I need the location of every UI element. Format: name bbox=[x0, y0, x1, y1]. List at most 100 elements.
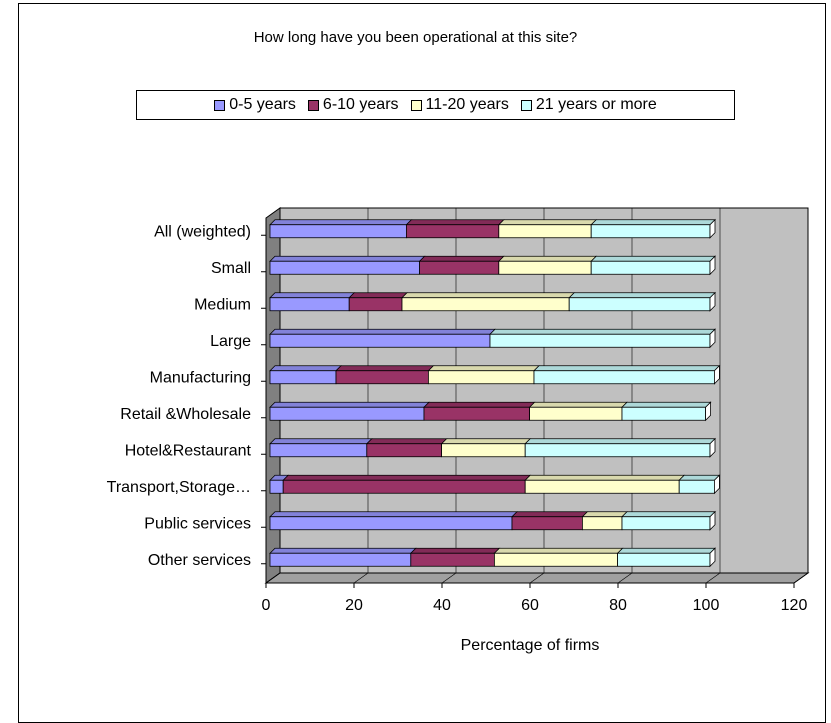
bar-segment bbox=[621, 516, 711, 531]
bar-segment bbox=[617, 552, 711, 567]
x-axis-label: Percentage of firms bbox=[461, 637, 600, 654]
bar-top-face bbox=[269, 219, 413, 226]
bar-top-face bbox=[269, 547, 417, 554]
bar-top-face bbox=[528, 401, 628, 408]
legend-item-11-20-years: 11-20 years bbox=[410, 96, 509, 114]
chart-title: How long have you been operational at th… bbox=[253, 29, 578, 46]
bar-segment bbox=[335, 370, 429, 385]
y-category-label: Medium bbox=[194, 296, 251, 313]
chart-legend: 0-5 years 6-10 years 11-20 years 21 year… bbox=[136, 90, 735, 120]
bar-top-face bbox=[269, 328, 496, 335]
bar-segment bbox=[410, 552, 495, 567]
bar-segment bbox=[348, 297, 403, 312]
y-category-label: Large bbox=[210, 333, 251, 350]
bar-segment bbox=[590, 260, 711, 275]
y-category-label: Manufacturing bbox=[150, 369, 251, 386]
bar-end-face bbox=[709, 437, 716, 458]
bar-segment bbox=[427, 370, 535, 385]
bar-top-face bbox=[409, 547, 501, 554]
bar-segment bbox=[498, 224, 592, 239]
legend-swatch bbox=[520, 99, 532, 111]
bar-segment bbox=[498, 260, 592, 275]
x-tick-label: 100 bbox=[693, 597, 720, 614]
bar-top-face bbox=[678, 474, 721, 481]
x-tick-label: 40 bbox=[433, 597, 451, 614]
bar-segment bbox=[423, 406, 530, 421]
bar-top-face bbox=[401, 292, 576, 299]
floor-gridline bbox=[529, 572, 545, 584]
bar-top-face bbox=[405, 219, 505, 226]
bar-top-face bbox=[269, 292, 356, 299]
bar-top-face bbox=[269, 255, 426, 262]
bar-top-face bbox=[269, 511, 518, 518]
bar-top-face bbox=[348, 292, 408, 299]
bar-end-face bbox=[709, 255, 716, 276]
y-category-label: Retail &Wholesale bbox=[120, 406, 251, 423]
bar-segment bbox=[419, 260, 500, 275]
y-category-label: Public services bbox=[144, 515, 251, 532]
floor-gridline bbox=[441, 572, 457, 584]
bar-segment bbox=[511, 516, 583, 531]
bar-segment bbox=[269, 406, 425, 421]
bar-top-face bbox=[497, 219, 598, 226]
bar-top-face bbox=[269, 365, 342, 372]
bar-segment bbox=[269, 443, 368, 458]
legend-swatch bbox=[410, 99, 422, 111]
legend-label: 21 years or more bbox=[535, 96, 657, 113]
floor-gridline bbox=[617, 572, 633, 584]
bar-top-face bbox=[493, 547, 624, 554]
bar-segment bbox=[282, 479, 526, 494]
bar-top-face bbox=[427, 365, 540, 372]
bar-top-face bbox=[440, 438, 532, 445]
bar-segment bbox=[269, 552, 412, 567]
bar-segment bbox=[269, 260, 421, 275]
x-tick-label: 120 bbox=[781, 597, 808, 614]
y-category-label: Small bbox=[211, 260, 251, 277]
legend-label: 11-20 years bbox=[425, 96, 509, 113]
bar-segment bbox=[269, 297, 350, 312]
bar-top-face bbox=[418, 255, 505, 262]
legend-swatch bbox=[307, 99, 319, 111]
bar-top-face bbox=[365, 438, 448, 445]
bar-top-face bbox=[423, 401, 536, 408]
legend-label: 6-10 years bbox=[322, 96, 399, 113]
bar-top-face bbox=[269, 401, 430, 408]
x-tick-label: 80 bbox=[609, 597, 627, 614]
bar-end-face bbox=[709, 547, 716, 568]
bar-top-face bbox=[568, 292, 716, 299]
bar-segment bbox=[493, 552, 618, 567]
floor-gridline bbox=[353, 572, 369, 584]
bar-segment bbox=[529, 406, 623, 421]
y-category-label: Other services bbox=[148, 552, 251, 569]
floor-gridline bbox=[265, 572, 281, 584]
x-tick-label: 60 bbox=[521, 597, 539, 614]
bar-segment bbox=[269, 333, 491, 348]
bar-top-face bbox=[590, 255, 716, 262]
bar-segment bbox=[269, 224, 407, 239]
bar-end-face bbox=[709, 510, 716, 531]
bar-segment bbox=[533, 370, 715, 385]
bar-end-face bbox=[714, 364, 720, 385]
bar-segment bbox=[366, 443, 442, 458]
bar-segment bbox=[489, 333, 711, 348]
legend-swatch bbox=[214, 99, 226, 111]
bar-segment bbox=[582, 516, 623, 531]
bar-segment bbox=[568, 297, 711, 312]
bar-segment bbox=[441, 443, 526, 458]
bar-segment bbox=[269, 479, 284, 494]
bar-top-face bbox=[489, 328, 716, 335]
bar-top-face bbox=[533, 365, 721, 372]
bar-top-face bbox=[269, 438, 373, 445]
legend-item-6-10-years: 6-10 years bbox=[307, 96, 399, 114]
bar-top-face bbox=[621, 511, 716, 518]
y-category-label: All (weighted) bbox=[154, 223, 251, 240]
bar-segment bbox=[678, 479, 715, 494]
legend-item-0-5-years: 0-5 years bbox=[214, 96, 296, 114]
bar-top-face bbox=[581, 511, 628, 518]
x-tick-label: 20 bbox=[345, 597, 363, 614]
bar-top-face bbox=[524, 474, 686, 481]
bar-top-face bbox=[524, 438, 716, 445]
legend-label: 0-5 years bbox=[229, 96, 296, 113]
y-category-label: Transport,Storage… bbox=[107, 479, 251, 496]
